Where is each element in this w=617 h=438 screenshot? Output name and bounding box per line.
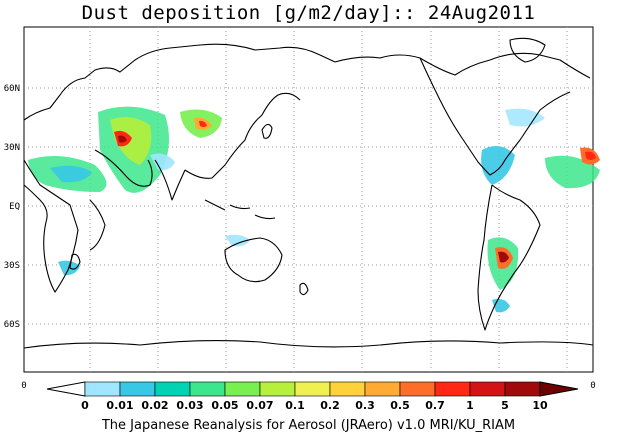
lon-label-left: 0 — [21, 381, 26, 391]
plume-australia — [225, 234, 250, 247]
colorbar-level-label: 10 — [532, 399, 548, 412]
colorbar-box — [329, 381, 366, 397]
colorbar-level-label: 0.1 — [285, 399, 305, 412]
lat-label-60s: 60S — [4, 320, 20, 330]
coastlines — [23, 37, 594, 349]
colorbar-level-label: 0.7 — [425, 399, 445, 412]
colorbar-level-label: 0.03 — [176, 399, 203, 412]
lat-label-30s: 30S — [4, 261, 20, 271]
colorbar-box — [434, 381, 471, 397]
map-title: Dust deposition [g/m2/day]:: 24Aug2011 — [81, 2, 536, 24]
colorbar-box — [469, 381, 506, 397]
colorbar-box — [364, 381, 401, 397]
colorbar-box — [119, 381, 156, 397]
colorbar-level-label: 0.02 — [141, 399, 168, 412]
colorbar-box — [504, 381, 541, 397]
colorbar-box — [259, 381, 296, 397]
colorbar-box — [84, 381, 121, 397]
colorbar-level-label: 0.05 — [211, 399, 238, 412]
footer-credit: The Japanese Reanalysis for Aerosol (JRA… — [101, 418, 516, 433]
colorbar-level-label: 0.07 — [246, 399, 273, 412]
lat-label-30n: 30N — [4, 143, 20, 153]
colorbar-over-triangle — [539, 381, 579, 397]
colorbar-level-label: 5 — [501, 399, 509, 412]
colorbar-level-label: 0.5 — [390, 399, 410, 412]
colorbar-box — [189, 381, 226, 397]
colorbar-box — [294, 381, 331, 397]
lat-label-eq: EQ — [9, 202, 20, 212]
map-frame — [23, 26, 594, 373]
colorbar-under-triangle — [46, 381, 86, 397]
colorbar-level-label: 0.01 — [106, 399, 133, 412]
colorbar-box — [224, 381, 261, 397]
colorbar-level-label: 0.3 — [355, 399, 375, 412]
colorbar: 0 0.01 0.02 0.03 0.05 0.07 0.1 0.2 0.3 0.5 0.7 1 5 10 — [46, 381, 579, 412]
colorbar-box — [399, 381, 436, 397]
graticule — [24, 27, 593, 372]
colorbar-level-label: 0 — [81, 399, 89, 412]
colorbar-box — [154, 381, 191, 397]
colorbar-level-label: 0.2 — [320, 399, 340, 412]
lon-label-right: 0 — [590, 381, 595, 391]
colorbar-level-label: 1 — [466, 399, 474, 412]
lat-label-60n: 60N — [4, 84, 20, 94]
